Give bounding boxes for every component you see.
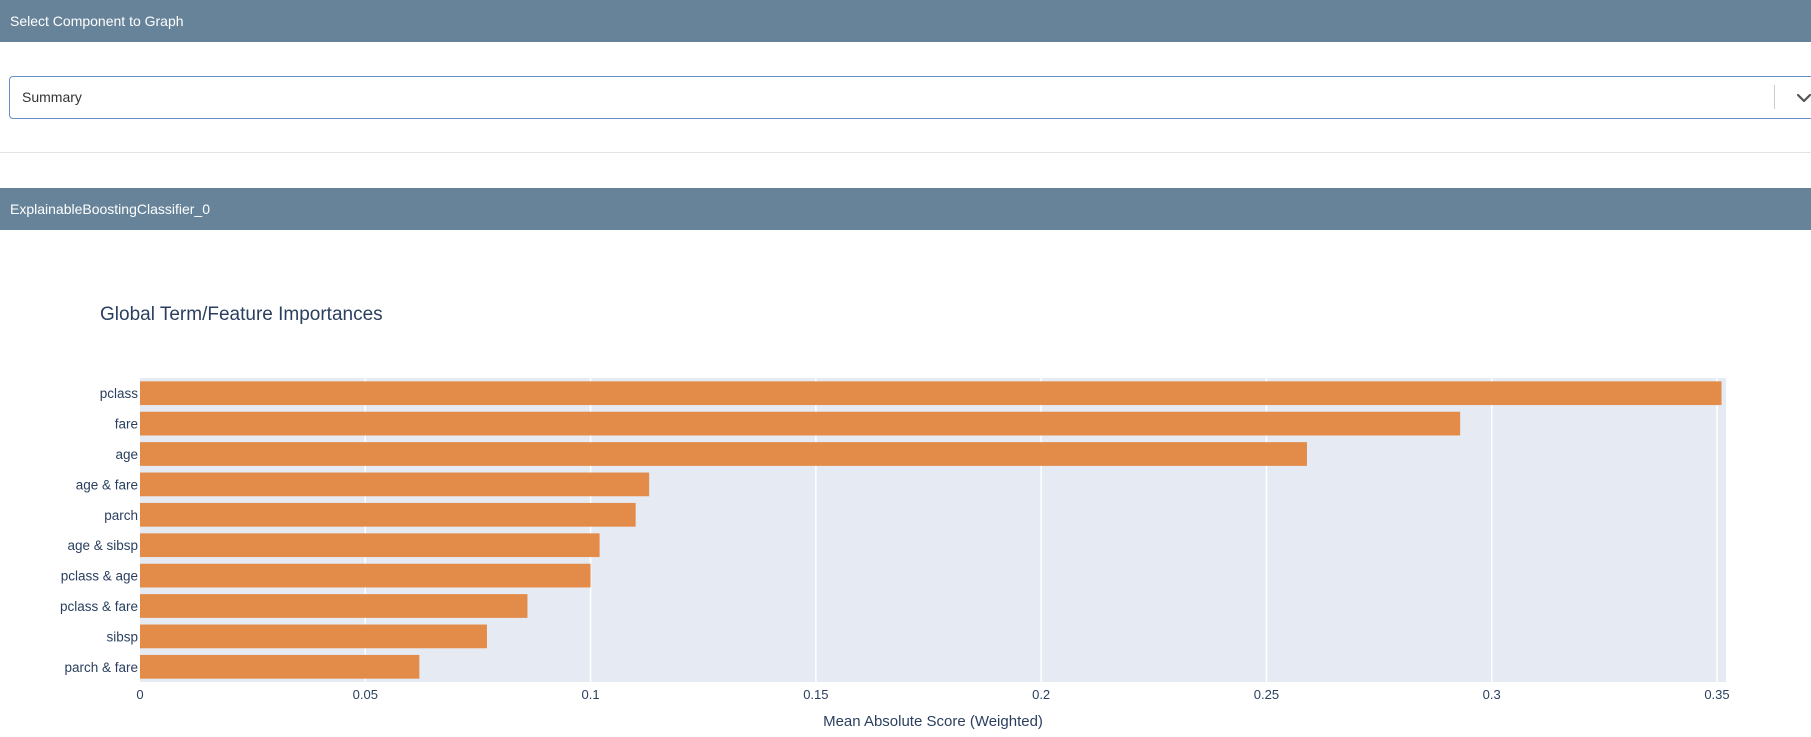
x-tick-label: 0.35 xyxy=(1704,687,1729,702)
bar xyxy=(140,442,1307,466)
y-category-label: age xyxy=(115,447,138,462)
x-tick-label: 0.05 xyxy=(353,687,378,702)
x-tick-label: 0 xyxy=(136,687,143,702)
bar xyxy=(140,533,600,558)
x-tick-label: 0.2 xyxy=(1032,687,1050,702)
bar xyxy=(140,502,636,527)
bar xyxy=(140,563,591,588)
bar xyxy=(140,472,650,497)
x-tick-label: 0.3 xyxy=(1483,687,1501,702)
x-axis-label: Mean Absolute Score (Weighted) xyxy=(823,713,1043,730)
select-separator xyxy=(1774,85,1775,109)
x-tick-label: 0.25 xyxy=(1254,687,1279,702)
y-category-label: age & sibsp xyxy=(67,538,138,553)
y-category-label: pclass & fare xyxy=(60,599,138,614)
bar xyxy=(140,654,420,679)
chart-title: Global Term/Feature Importances xyxy=(100,304,383,325)
bar xyxy=(140,381,1722,406)
feature-importance-chart: Global Term/Feature Importances 0 0.05 0.1 0… xyxy=(60,304,1730,730)
bar xyxy=(140,624,487,649)
section-divider xyxy=(0,152,1811,153)
y-category-label: parch xyxy=(104,508,138,523)
chevron-down-icon[interactable] xyxy=(1794,88,1811,108)
y-category-label: parch & fare xyxy=(64,660,138,675)
model-header: ExplainableBoostingClassifier_0 xyxy=(0,188,1811,230)
select-value: Summary xyxy=(22,89,82,105)
y-category-label: fare xyxy=(115,417,138,432)
y-category-label: pclass xyxy=(100,386,139,401)
select-component-header: Select Component to Graph xyxy=(0,0,1811,42)
bar xyxy=(140,594,528,618)
x-tick-label: 0.1 xyxy=(582,687,600,702)
y-category-label: age & fare xyxy=(76,477,138,492)
y-category-label: pclass & age xyxy=(61,569,138,584)
component-select-dropdown[interactable]: Summary xyxy=(9,76,1811,119)
y-category-label: sibsp xyxy=(106,629,138,644)
bar xyxy=(140,411,1461,436)
x-tick-label: 0.15 xyxy=(803,687,828,702)
